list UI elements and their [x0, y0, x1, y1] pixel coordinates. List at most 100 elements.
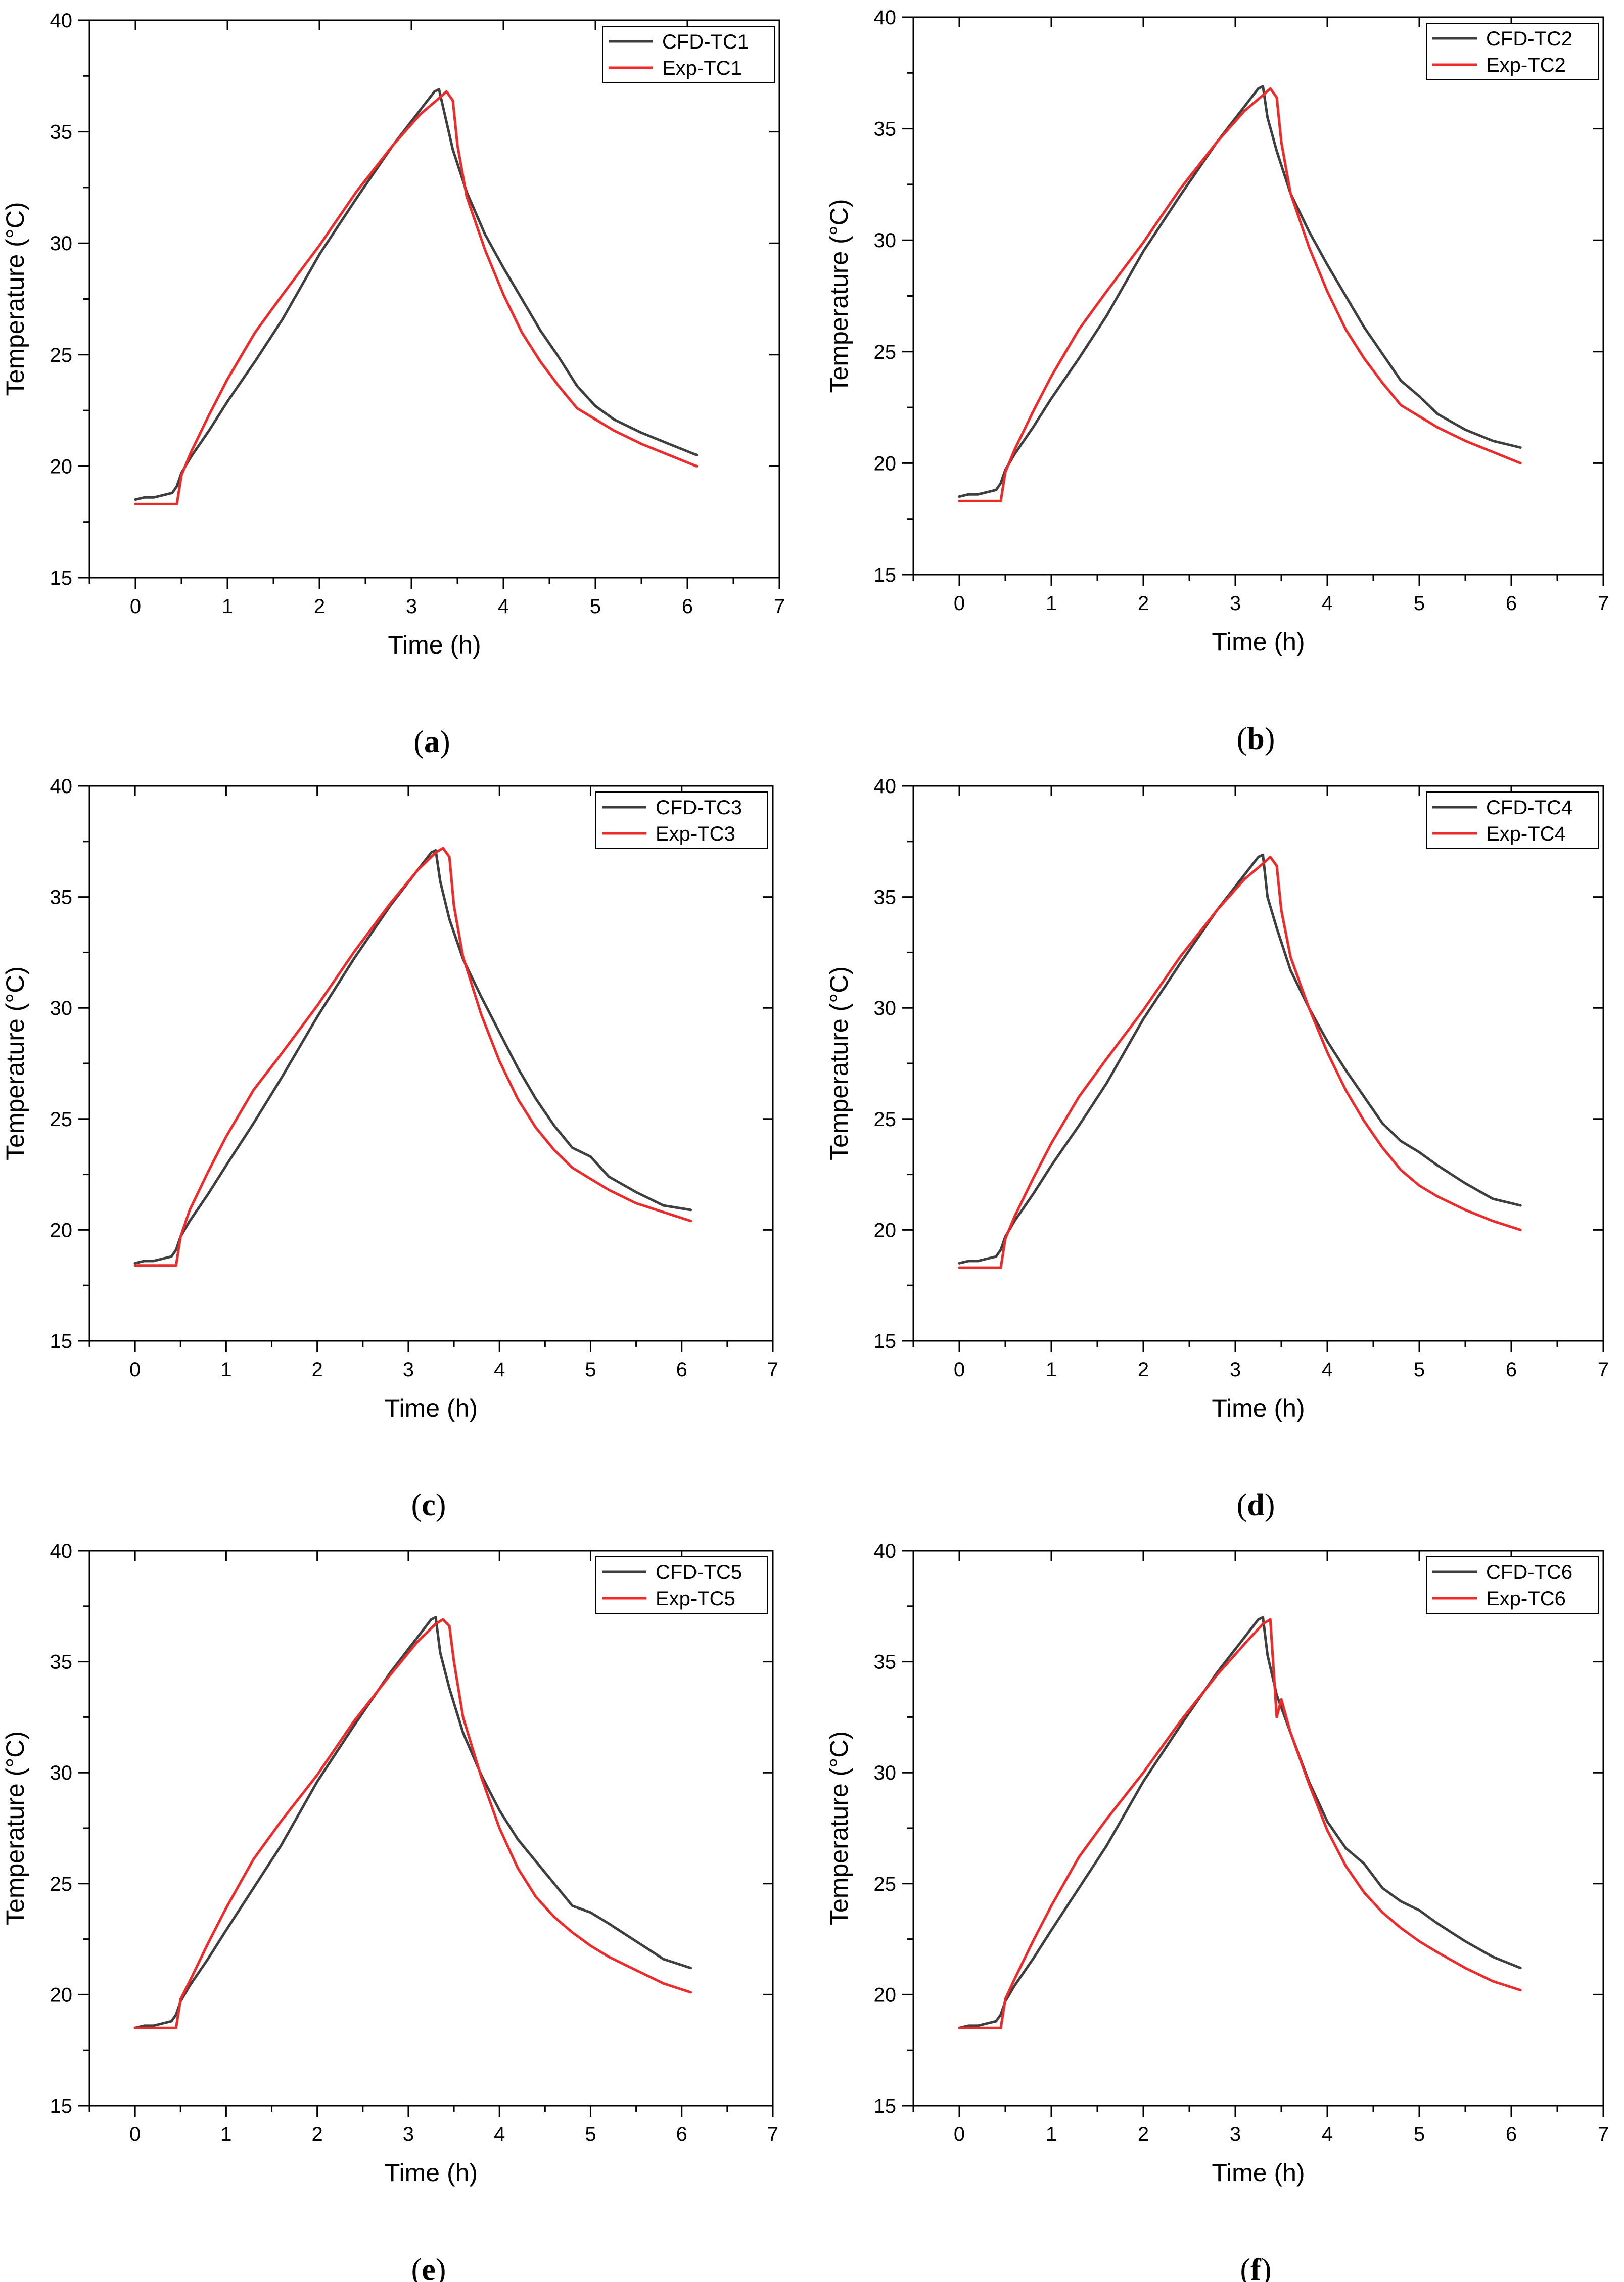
y-tick-label: 20 [50, 1219, 73, 1241]
series-line-cfd-tc4 [958, 853, 1522, 1265]
y-axis-label: Temperature (°C) [1, 1731, 29, 1925]
x-tick-label: 7 [1598, 1359, 1609, 1381]
chart-panel-f: 0 1 2 3 4 5 6 7 15 20 25 30 35 40 Time (h) Temperature … [825, 1540, 1609, 2282]
series-line-cfd-tc1 [134, 88, 698, 501]
panel-label: (c) [411, 1488, 446, 1522]
y-tick-label: 40 [874, 7, 897, 29]
y-tick-label: 35 [874, 1651, 897, 1673]
legend-box [595, 791, 768, 849]
series-line-cfd-tc2 [958, 85, 1522, 498]
panel-label: (b) [1237, 722, 1275, 756]
x-tick-label: 7 [767, 1359, 778, 1381]
x-tick-label: 7 [774, 595, 785, 618]
y-tick-label: 20 [874, 1219, 897, 1241]
y-tick-label: 25 [50, 1108, 73, 1131]
series-line-exp-tc5 [133, 1618, 692, 2029]
x-tick-label: 6 [676, 1359, 687, 1381]
x-tick-label: 7 [1598, 592, 1609, 615]
series-line-cfd-tc5 [133, 1616, 692, 2029]
series-line-exp-tc6 [958, 1618, 1522, 2029]
legend-label: CFD-TC3 [656, 797, 742, 819]
y-tick-label: 25 [874, 1873, 897, 1895]
legend-label: CFD-TC5 [656, 1561, 742, 1584]
legend-label: Exp-TC4 [1486, 823, 1566, 845]
y-tick-label: 15 [50, 1330, 73, 1353]
legend-label: Exp-TC6 [1486, 1588, 1566, 1610]
x-tick-label: 2 [312, 1359, 323, 1381]
x-tick-label: 0 [954, 2123, 965, 2146]
y-tick-label: 30 [874, 997, 897, 1019]
x-tick-label: 2 [1138, 592, 1149, 615]
y-axis-label: Temperature (°C) [825, 1731, 853, 1925]
y-tick-label: 35 [50, 1651, 73, 1673]
y-tick-label: 20 [50, 455, 73, 478]
legend: CFD-TC3 Exp-TC3 [595, 791, 768, 849]
y-tick-label: 40 [50, 775, 73, 798]
x-tick-label: 6 [1506, 592, 1517, 615]
x-tick-label: 6 [1506, 1359, 1517, 1381]
x-tick-label: 0 [954, 1359, 965, 1381]
y-tick-label: 15 [50, 2095, 73, 2117]
x-tick-label: 2 [312, 2123, 323, 2146]
panel-letter: f [1250, 2253, 1262, 2282]
y-tick-label: 40 [50, 10, 73, 32]
y-tick-label: 35 [50, 887, 73, 909]
x-tick-label: 3 [1230, 2123, 1241, 2146]
plot-frame [88, 785, 774, 1342]
y-axis-label: Temperature (°C) [1, 202, 29, 396]
x-tick-label: 0 [130, 595, 141, 618]
x-tick-label: 5 [590, 595, 601, 618]
panel-label: (a) [413, 725, 450, 759]
panel-label: (d) [1237, 1488, 1275, 1522]
x-tick-label: 2 [1138, 1359, 1149, 1381]
x-tick-label: 4 [494, 1359, 505, 1381]
legend-box [1426, 1556, 1599, 1614]
x-tick-label: 5 [1414, 1359, 1425, 1381]
x-axis-label: Time (h) [385, 2159, 478, 2187]
legend-label: CFD-TC4 [1486, 797, 1572, 819]
x-axis-label: Time (h) [388, 631, 481, 659]
panel-letter: e [422, 2253, 436, 2282]
x-tick-label: 3 [406, 595, 417, 618]
x-tick-label: 1 [1046, 2123, 1057, 2146]
panel-letter: d [1247, 1488, 1264, 1522]
x-axis-label: Time (h) [1212, 1394, 1305, 1422]
series-line-exp-tc4 [958, 856, 1522, 1269]
x-tick-label: 0 [129, 2123, 141, 2146]
x-tick-label: 4 [1322, 1359, 1333, 1381]
x-tick-label: 1 [1046, 592, 1057, 615]
legend: CFD-TC1 Exp-TC1 [602, 26, 775, 83]
legend-box [595, 1556, 768, 1614]
x-tick-label: 6 [676, 2123, 687, 2146]
plot-frame [88, 1550, 774, 2107]
y-tick-label: 30 [874, 229, 897, 252]
panel-label: (e) [411, 2253, 446, 2282]
series-line-exp-tc2 [958, 87, 1522, 502]
y-tick-label: 25 [50, 344, 73, 366]
y-axis-label: Temperature (°C) [1, 966, 29, 1160]
plot-frame [912, 785, 1604, 1342]
x-tick-label: 0 [129, 1359, 141, 1381]
x-tick-label: 6 [1506, 2123, 1517, 2146]
plot-frame [88, 19, 780, 579]
y-tick-label: 30 [50, 997, 73, 1019]
chart-panel-b: 0 1 2 3 4 5 6 7 15 20 25 30 35 40 Time (h) Temperature … [825, 7, 1609, 756]
y-axis-label: Temperature (°C) [825, 199, 853, 393]
x-tick-label: 2 [314, 595, 325, 618]
y-tick-label: 40 [50, 1540, 73, 1562]
legend-label: Exp-TC3 [656, 823, 735, 845]
x-tick-label: 3 [403, 2123, 414, 2146]
x-tick-label: 5 [1414, 592, 1425, 615]
x-tick-label: 5 [585, 2123, 596, 2146]
panel-label: (f) [1240, 2253, 1272, 2282]
legend: CFD-TC4 Exp-TC4 [1426, 791, 1599, 849]
legend-box [1426, 791, 1599, 849]
legend: CFD-TC6 Exp-TC6 [1426, 1556, 1599, 1614]
y-tick-label: 15 [50, 567, 73, 589]
x-tick-label: 3 [1230, 592, 1241, 615]
x-tick-label: 2 [1138, 2123, 1149, 2146]
series-line-exp-tc1 [134, 90, 698, 505]
x-tick-label: 5 [1414, 2123, 1425, 2146]
chart-panel-a: 0 1 2 3 4 5 6 7 15 20 25 30 35 40 Time (h) Temperature … [1, 10, 785, 759]
